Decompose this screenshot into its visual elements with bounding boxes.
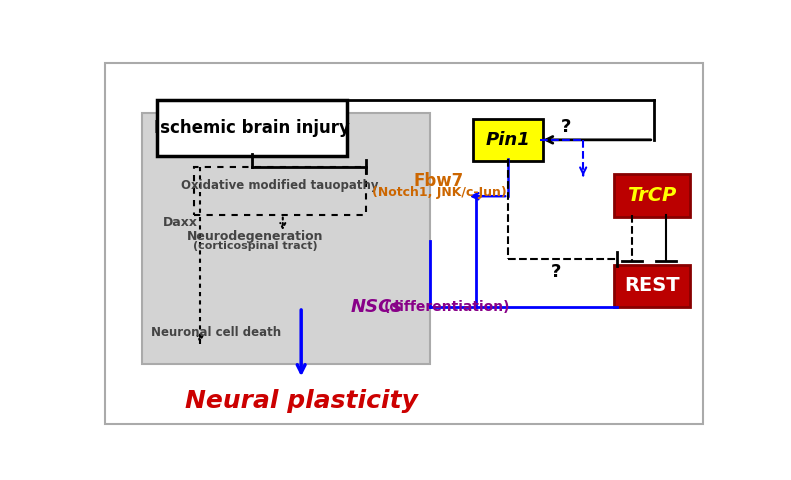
Bar bbox=[194, 167, 365, 215]
Text: TrCP: TrCP bbox=[627, 186, 677, 205]
Text: (corticospinal tract): (corticospinal tract) bbox=[193, 241, 317, 251]
Text: Daxx: Daxx bbox=[163, 216, 199, 228]
FancyBboxPatch shape bbox=[614, 174, 691, 216]
Text: ?: ? bbox=[561, 118, 571, 136]
Text: (differentiation): (differentiation) bbox=[384, 300, 510, 314]
Text: Ischemic brain injury: Ischemic brain injury bbox=[154, 119, 350, 137]
Text: REST: REST bbox=[624, 276, 680, 295]
FancyBboxPatch shape bbox=[105, 63, 702, 423]
Text: NSCs: NSCs bbox=[350, 298, 403, 316]
Text: Oxidative modified tauopathy: Oxidative modified tauopathy bbox=[181, 179, 378, 192]
Text: ?: ? bbox=[551, 263, 561, 281]
Text: Neuronal cell death: Neuronal cell death bbox=[151, 326, 281, 339]
Text: (Notch1, JNK/c-Jun): (Notch1, JNK/c-Jun) bbox=[372, 186, 506, 199]
Bar bbox=[142, 113, 430, 364]
FancyBboxPatch shape bbox=[157, 100, 347, 156]
FancyBboxPatch shape bbox=[473, 119, 543, 161]
Text: Neural plasticity: Neural plasticity bbox=[185, 389, 418, 413]
Text: Pin1: Pin1 bbox=[486, 131, 531, 149]
Text: Fbw7: Fbw7 bbox=[414, 172, 464, 191]
Text: Neurodegeneration: Neurodegeneration bbox=[187, 230, 324, 243]
FancyBboxPatch shape bbox=[614, 264, 691, 307]
